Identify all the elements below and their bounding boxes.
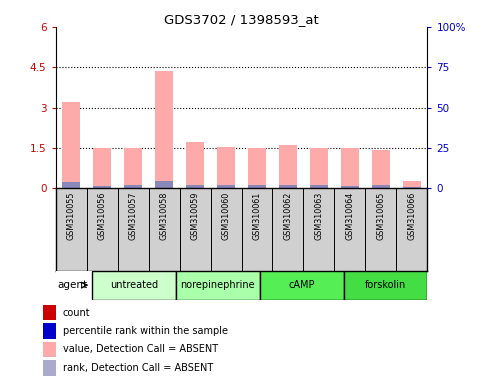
Bar bbox=[279, 145, 297, 188]
Text: GSM310055: GSM310055 bbox=[67, 192, 75, 240]
Text: agent: agent bbox=[57, 280, 87, 290]
Text: GSM310065: GSM310065 bbox=[376, 192, 385, 240]
Text: GSM310057: GSM310057 bbox=[128, 192, 138, 240]
Bar bbox=[310, 148, 328, 188]
Bar bbox=[124, 148, 142, 188]
Text: percentile rank within the sample: percentile rank within the sample bbox=[63, 326, 228, 336]
Text: cAMP: cAMP bbox=[288, 280, 315, 290]
Bar bbox=[341, 186, 359, 188]
Bar bbox=[403, 180, 421, 188]
Text: norepinephrine: norepinephrine bbox=[181, 280, 255, 290]
Text: GSM310063: GSM310063 bbox=[314, 192, 324, 240]
Bar bbox=[62, 182, 80, 188]
Bar bbox=[186, 142, 204, 188]
Bar bbox=[372, 185, 390, 188]
Text: GSM310061: GSM310061 bbox=[253, 192, 261, 240]
Bar bbox=[310, 185, 328, 188]
Bar bbox=[43, 323, 56, 339]
Bar bbox=[279, 185, 297, 188]
Bar bbox=[43, 342, 56, 357]
Bar bbox=[248, 148, 266, 188]
Bar bbox=[260, 271, 343, 300]
Bar bbox=[372, 150, 390, 188]
Text: count: count bbox=[63, 308, 90, 318]
Bar bbox=[248, 185, 266, 188]
Bar bbox=[341, 148, 359, 188]
Text: GSM310060: GSM310060 bbox=[222, 192, 230, 240]
Bar bbox=[43, 360, 56, 376]
Title: GDS3702 / 1398593_at: GDS3702 / 1398593_at bbox=[164, 13, 319, 26]
Text: GSM310064: GSM310064 bbox=[345, 192, 355, 240]
Bar bbox=[403, 187, 421, 188]
Bar bbox=[217, 147, 235, 188]
Bar bbox=[343, 271, 427, 300]
Bar bbox=[92, 271, 176, 300]
Bar bbox=[176, 271, 260, 300]
Bar bbox=[124, 185, 142, 188]
Bar bbox=[93, 148, 112, 188]
Text: forskolin: forskolin bbox=[365, 280, 406, 290]
Bar bbox=[62, 102, 80, 188]
Bar bbox=[155, 71, 173, 188]
Text: GSM310058: GSM310058 bbox=[159, 192, 169, 240]
Bar bbox=[93, 186, 112, 188]
Bar bbox=[155, 181, 173, 188]
Text: value, Detection Call = ABSENT: value, Detection Call = ABSENT bbox=[63, 344, 218, 354]
Text: rank, Detection Call = ABSENT: rank, Detection Call = ABSENT bbox=[63, 363, 213, 373]
Bar bbox=[186, 185, 204, 188]
Text: GSM310062: GSM310062 bbox=[284, 192, 293, 240]
Bar bbox=[217, 185, 235, 188]
Text: GSM310056: GSM310056 bbox=[98, 192, 107, 240]
Text: GSM310059: GSM310059 bbox=[190, 192, 199, 240]
Bar bbox=[43, 305, 56, 320]
Text: untreated: untreated bbox=[110, 280, 158, 290]
Text: GSM310066: GSM310066 bbox=[408, 192, 416, 240]
